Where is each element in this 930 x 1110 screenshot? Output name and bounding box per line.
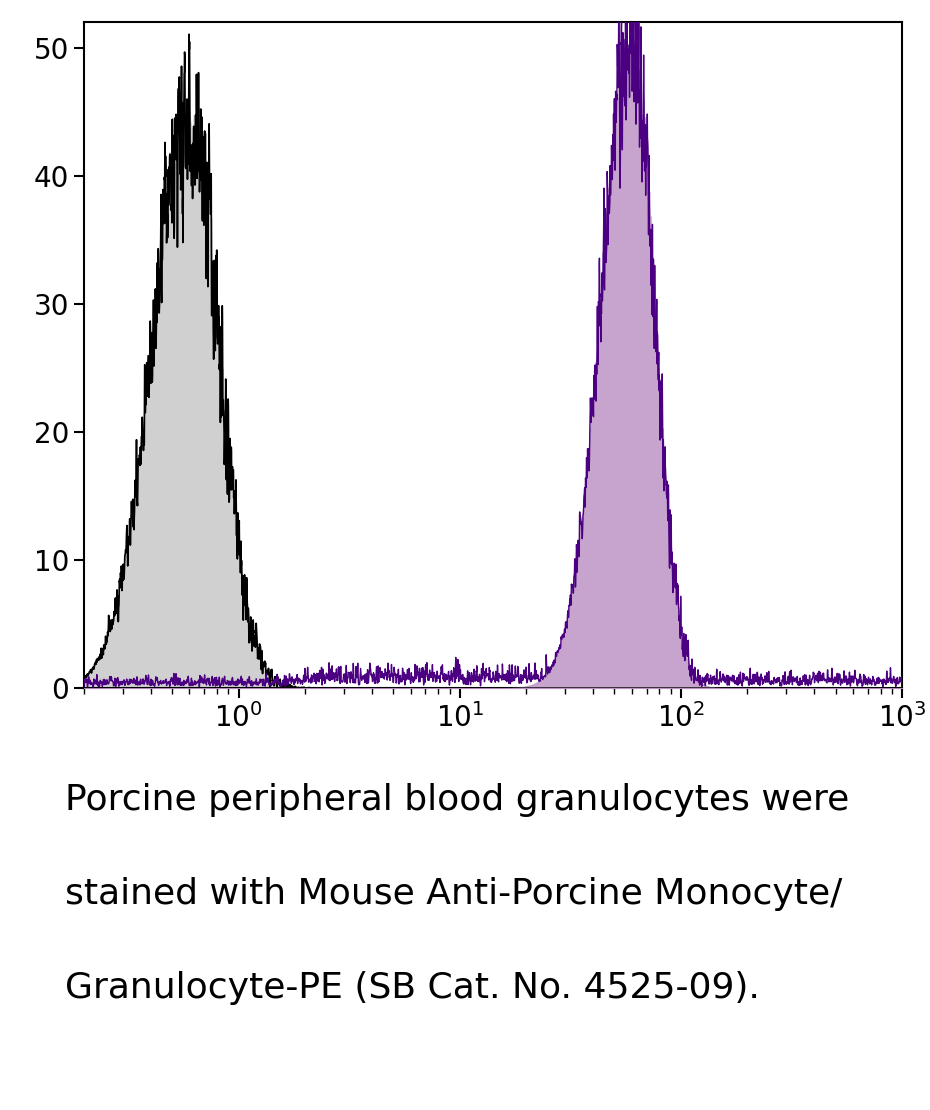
Text: Granulocyte-PE (SB Cat. No. 4525-09).: Granulocyte-PE (SB Cat. No. 4525-09).: [65, 971, 760, 1006]
Text: Porcine peripheral blood granulocytes were: Porcine peripheral blood granulocytes we…: [65, 783, 849, 817]
Text: stained with Mouse Anti-Porcine Monocyte/: stained with Mouse Anti-Porcine Monocyte…: [65, 877, 843, 911]
